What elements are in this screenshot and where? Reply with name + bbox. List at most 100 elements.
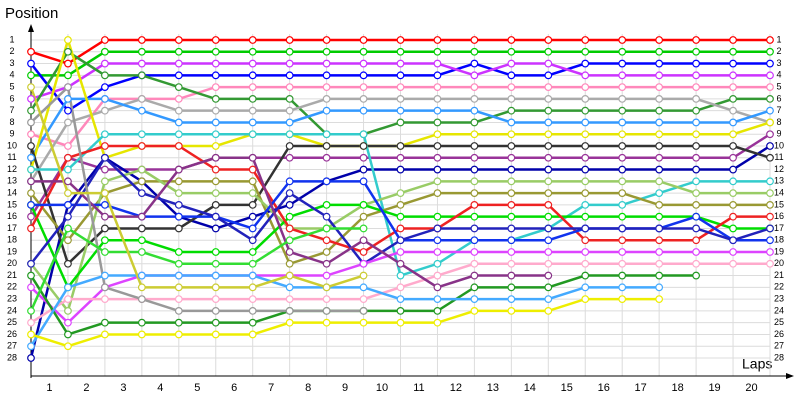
position-marker (248, 106, 257, 115)
position-marker (766, 200, 774, 209)
position-marker (211, 36, 220, 44)
position-marker (322, 200, 331, 209)
position-marker (174, 142, 183, 150)
series-lines (27, 35, 774, 362)
position-marker (359, 283, 368, 292)
position-marker (618, 236, 627, 245)
position-marker (137, 189, 146, 198)
position-marker (285, 130, 294, 139)
position-marker (211, 306, 220, 315)
position-marker (285, 200, 294, 209)
position-marker (248, 165, 257, 174)
position-marker (655, 142, 664, 150)
position-marker (396, 118, 405, 127)
position-marker (544, 153, 553, 162)
x-tick-label: 9 (342, 382, 348, 394)
position-marker (618, 248, 627, 256)
position-marker (27, 271, 35, 280)
position-marker (618, 153, 627, 162)
y-tick-label-right: 6 (776, 93, 781, 103)
y-tick-label: 20 (7, 258, 17, 268)
position-marker (100, 295, 109, 304)
position-marker (470, 83, 479, 92)
position-marker (27, 189, 35, 198)
position-marker (766, 177, 774, 186)
position-marker (211, 259, 220, 268)
position-marker (544, 189, 553, 198)
position-marker (359, 106, 368, 115)
position-marker (100, 36, 109, 44)
position-marker (507, 153, 516, 162)
position-marker (211, 59, 220, 68)
position-marker (248, 71, 257, 80)
position-marker (692, 106, 700, 115)
position-marker (100, 177, 109, 186)
position-marker (618, 200, 627, 209)
x-tick-label: 1 (46, 382, 52, 394)
position-marker (248, 330, 257, 339)
position-marker (470, 259, 479, 268)
position-marker (359, 59, 368, 68)
y-tick-label: 23 (7, 293, 17, 303)
position-marker (27, 47, 35, 56)
position-marker (211, 106, 220, 115)
y-tick-label-right: 25 (774, 317, 784, 327)
position-marker (766, 130, 774, 139)
position-marker (581, 153, 590, 162)
position-marker (433, 130, 442, 139)
position-marker (27, 71, 35, 80)
position-marker (211, 271, 220, 280)
position-marker (581, 71, 590, 80)
position-marker (248, 59, 257, 68)
position-marker (64, 236, 72, 245)
position-marker (64, 295, 72, 304)
y-tick-label: 14 (7, 187, 17, 197)
position-marker (211, 71, 220, 80)
series-line (29, 226, 364, 312)
position-marker (692, 271, 700, 280)
x-tick-label: 6 (231, 382, 237, 394)
position-marker (433, 259, 442, 268)
position-marker (692, 236, 700, 245)
x-tick-label: 2 (83, 382, 89, 394)
position-marker (174, 224, 183, 233)
position-marker (433, 295, 442, 304)
position-marker (322, 248, 331, 256)
position-marker (211, 212, 220, 221)
position-marker (618, 271, 627, 280)
position-marker (27, 224, 35, 233)
position-marker (581, 295, 590, 304)
y-tick-label: 18 (7, 235, 17, 245)
y-tick-label-right: 16 (774, 211, 784, 221)
position-marker (174, 94, 183, 103)
position-marker (507, 118, 516, 127)
position-marker (137, 106, 146, 115)
position-marker (248, 189, 257, 198)
position-marker (174, 189, 183, 198)
position-marker (544, 271, 553, 280)
position-marker (433, 212, 442, 221)
position-marker (211, 130, 220, 139)
position-marker (507, 236, 516, 245)
position-marker (285, 59, 294, 68)
position-marker (27, 118, 35, 127)
position-marker (581, 59, 590, 68)
x-tick-label: 16 (598, 382, 610, 394)
position-marker (433, 306, 442, 315)
position-marker (137, 271, 146, 280)
position-marker (396, 295, 405, 304)
position-marker (433, 118, 442, 127)
x-tick-label: 17 (635, 382, 647, 394)
position-marker (100, 130, 109, 139)
position-marker (729, 130, 737, 139)
position-marker (655, 212, 664, 221)
position-marker (359, 248, 368, 256)
position-marker (359, 236, 368, 245)
position-marker (507, 71, 516, 80)
position-marker (396, 306, 405, 315)
position-marker (100, 224, 109, 233)
y-tick-label-right: 10 (774, 140, 784, 150)
y-tick-label: 15 (7, 199, 17, 209)
position-marker (655, 106, 664, 115)
